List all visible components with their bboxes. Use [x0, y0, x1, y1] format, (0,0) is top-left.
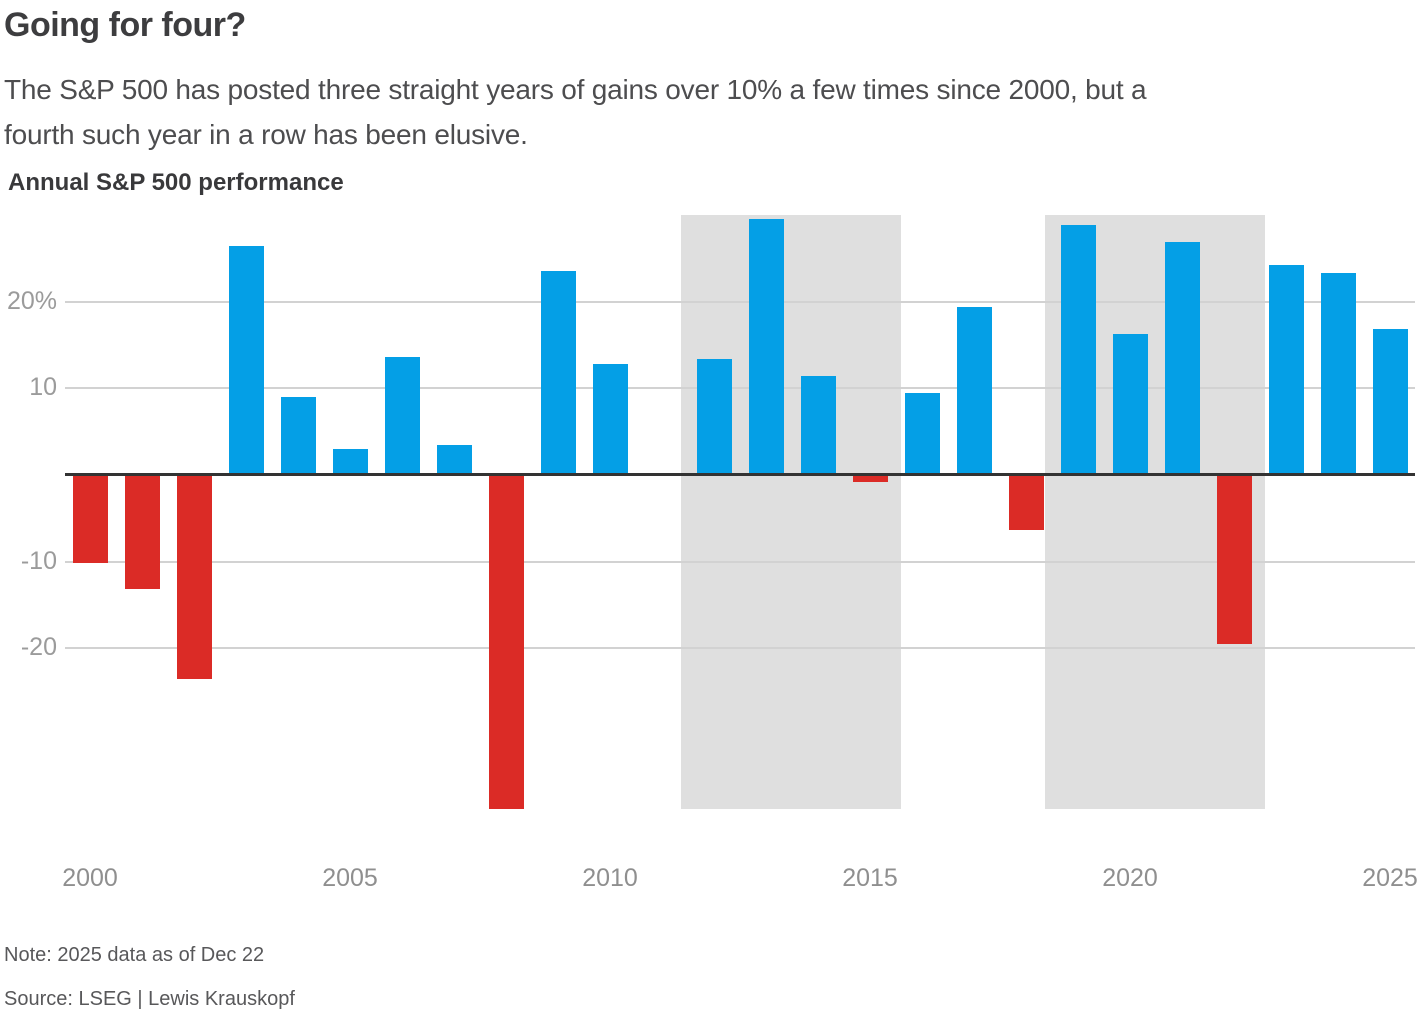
bar-2023 — [1268, 265, 1304, 475]
zero-axis-line — [65, 473, 1415, 476]
chart-heading: Annual S&P 500 performance — [8, 169, 344, 196]
bar-2020 — [1112, 333, 1148, 475]
gridline-20 — [65, 300, 1415, 303]
x-axis-label-2015: 2015 — [842, 864, 898, 892]
y-axis-label-10: 10 — [29, 373, 57, 402]
bar-2004 — [280, 397, 316, 475]
y-axis-label--10: -10 — [20, 546, 57, 575]
bar-2019 — [1060, 224, 1096, 475]
gridline-10 — [65, 387, 1415, 390]
bar-2024 — [1320, 273, 1356, 475]
bar-2021 — [1164, 242, 1200, 475]
bar-2005 — [332, 449, 368, 475]
x-axis-label-2005: 2005 — [322, 864, 378, 892]
bar-2015 — [852, 476, 888, 483]
x-axis-label-2025: 2025 — [1362, 864, 1418, 892]
x-axis-label-2000: 2000 — [62, 864, 118, 892]
page-title: Going for four? — [4, 6, 246, 44]
y-axis-label-20: 20% — [6, 286, 57, 315]
note-text: Note: 2025 data as of Dec 22 — [4, 944, 265, 966]
bar-2014 — [800, 376, 836, 475]
bar-2017 — [956, 306, 992, 475]
highlight-band-2012-2015 — [681, 215, 901, 809]
gridline--20 — [65, 647, 1415, 650]
bar-2006 — [384, 357, 420, 475]
bar-2018 — [1008, 476, 1044, 530]
bar-2013 — [748, 218, 784, 475]
bar-2000 — [72, 476, 108, 564]
bar-2012 — [696, 358, 732, 475]
bar-2003 — [228, 246, 264, 475]
bar-2008 — [488, 476, 524, 810]
bar-2002 — [176, 476, 212, 679]
x-axis-label-2010: 2010 — [582, 864, 638, 892]
source-text: Source: LSEG | Lewis Krauskopf — [4, 988, 295, 1010]
bar-2016 — [904, 392, 940, 475]
subtitle-line-2: fourth such year in a row has been elusi… — [4, 119, 528, 150]
bar-2025 — [1372, 328, 1408, 475]
page-subtitle: The S&P 500 has posted three straight ye… — [4, 67, 1147, 157]
bar-2001 — [124, 476, 160, 589]
y-axis-label--20: -20 — [20, 633, 57, 662]
bar-2009 — [540, 271, 576, 475]
gridline--10 — [65, 560, 1415, 563]
subtitle-line-1: The S&P 500 has posted three straight ye… — [4, 74, 1147, 105]
x-axis-label-2020: 2020 — [1102, 864, 1158, 892]
bar-2007 — [436, 444, 472, 475]
bar-2022 — [1216, 476, 1252, 644]
bar-2010 — [592, 364, 628, 475]
